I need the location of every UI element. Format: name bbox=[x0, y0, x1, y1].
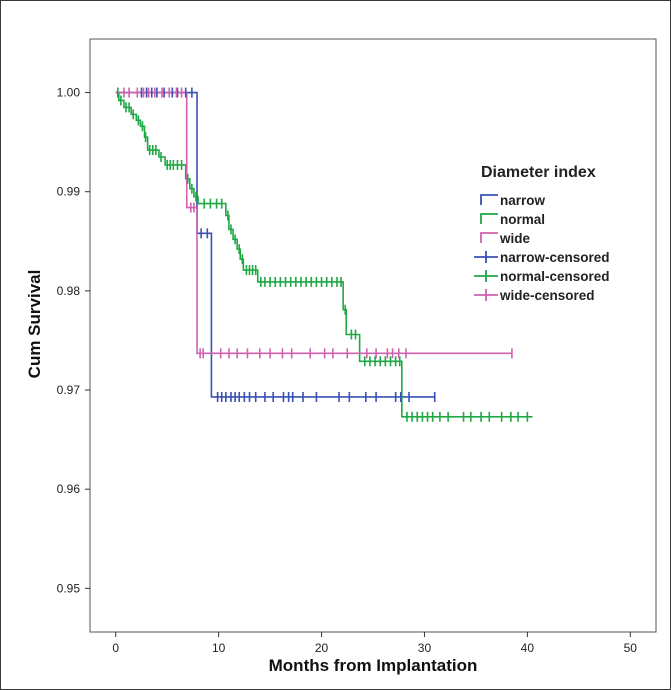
legend-label: normal bbox=[500, 212, 545, 227]
x-tick-label: 30 bbox=[418, 641, 432, 655]
y-axis: 0.95 0.96 0.97 0.98 0.99 1.00 bbox=[57, 86, 90, 595]
y-tick-label: 0.99 bbox=[57, 185, 81, 199]
legend-label: wide bbox=[499, 231, 530, 246]
x-tick-label: 50 bbox=[624, 641, 638, 655]
x-axis: 0 10 20 30 40 50 bbox=[112, 632, 637, 655]
y-axis-title: Cum Survival bbox=[25, 270, 44, 379]
legend-title: Diameter index bbox=[481, 164, 596, 181]
legend-swatch bbox=[480, 213, 498, 224]
x-tick-label: 0 bbox=[112, 641, 119, 655]
legend-swatch bbox=[480, 194, 498, 205]
series-wide-line bbox=[115, 91, 512, 355]
x-axis-title: Months from Implantation bbox=[269, 656, 478, 675]
legend-item-narrow: narrow bbox=[480, 193, 546, 208]
legend-item-narrow-censored: narrow-censored bbox=[474, 250, 610, 265]
y-tick-label: 0.98 bbox=[57, 284, 81, 298]
legend: Diameter index narrow normal wide narrow-ce… bbox=[474, 164, 610, 303]
legend-label: normal-censored bbox=[500, 269, 610, 284]
y-tick-label: 1.00 bbox=[57, 86, 81, 100]
legend-label: wide-censored bbox=[499, 288, 595, 303]
x-tick-label: 10 bbox=[212, 641, 226, 655]
censor-layer bbox=[116, 87, 529, 422]
x-tick-label: 20 bbox=[315, 641, 329, 655]
y-tick-label: 0.96 bbox=[57, 482, 81, 496]
legend-label: narrow-censored bbox=[500, 250, 610, 265]
legend-item-normal: normal bbox=[480, 212, 545, 227]
legend-item-wide-censored: wide-censored bbox=[474, 288, 595, 303]
legend-item-wide: wide bbox=[480, 231, 530, 246]
legend-item-normal-censored: normal-censored bbox=[474, 269, 610, 284]
plot-area bbox=[89, 38, 657, 633]
y-tick-label: 0.97 bbox=[57, 383, 81, 397]
y-tick-label: 0.95 bbox=[57, 581, 81, 595]
legend-swatch bbox=[480, 232, 498, 243]
x-tick-label: 40 bbox=[521, 641, 535, 655]
legend-label: narrow bbox=[500, 193, 546, 208]
